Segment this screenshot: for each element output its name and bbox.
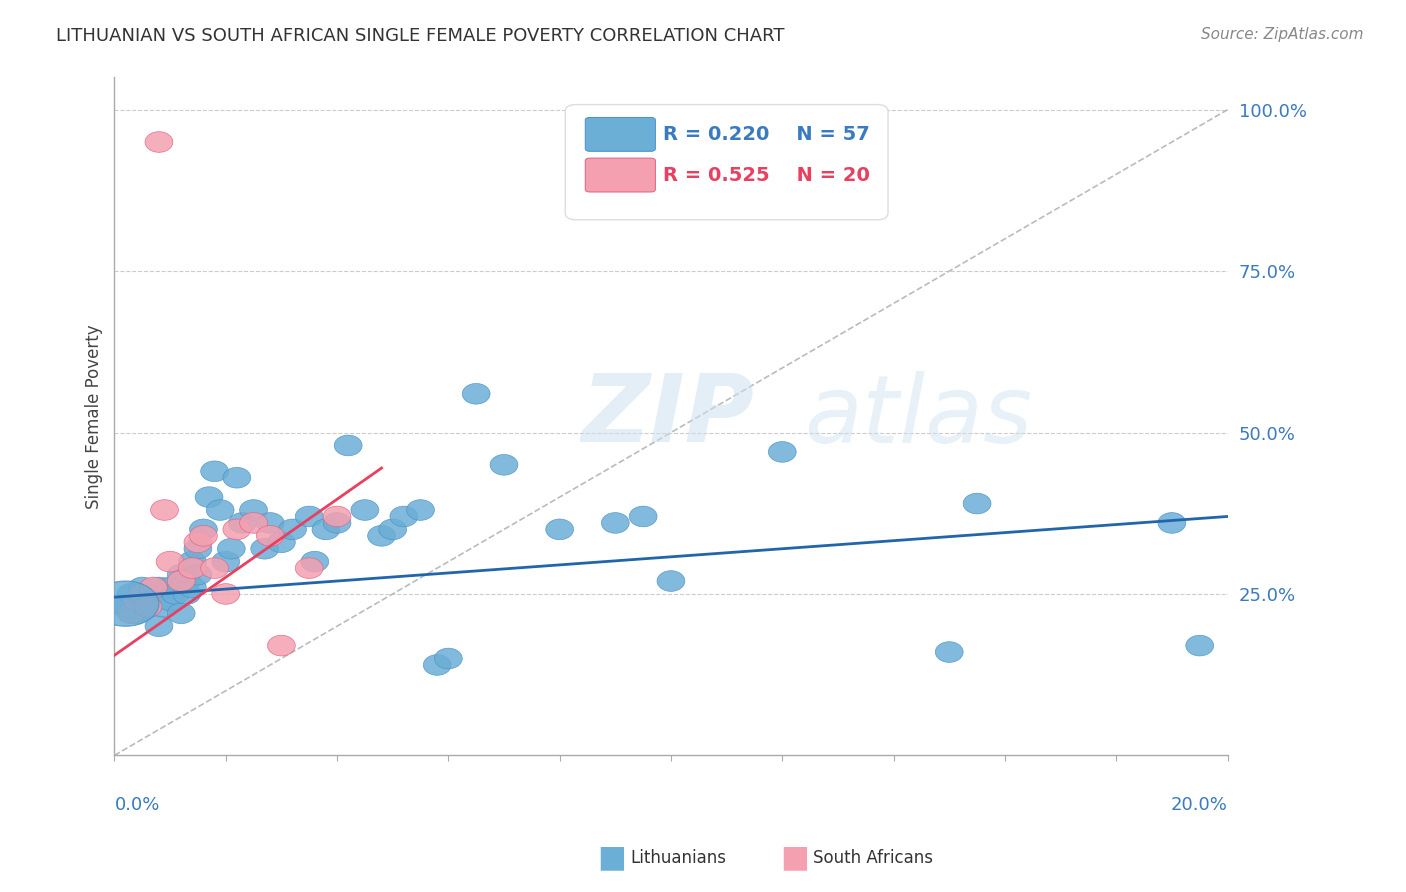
Ellipse shape bbox=[122, 591, 150, 611]
Ellipse shape bbox=[463, 384, 491, 404]
Text: ■: ■ bbox=[780, 844, 808, 872]
Text: South Africans: South Africans bbox=[813, 849, 932, 867]
Ellipse shape bbox=[212, 551, 239, 572]
FancyBboxPatch shape bbox=[585, 158, 655, 192]
Ellipse shape bbox=[179, 577, 207, 598]
Text: 20.0%: 20.0% bbox=[1171, 796, 1227, 814]
Ellipse shape bbox=[323, 506, 352, 527]
Ellipse shape bbox=[239, 513, 267, 533]
Ellipse shape bbox=[218, 539, 245, 559]
Text: atlas: atlas bbox=[804, 371, 1033, 462]
Ellipse shape bbox=[434, 648, 463, 669]
Ellipse shape bbox=[256, 513, 284, 533]
Ellipse shape bbox=[352, 500, 378, 520]
Ellipse shape bbox=[150, 500, 179, 520]
Ellipse shape bbox=[173, 571, 201, 591]
Ellipse shape bbox=[122, 603, 150, 624]
Ellipse shape bbox=[128, 591, 156, 611]
Ellipse shape bbox=[179, 551, 207, 572]
Ellipse shape bbox=[602, 513, 630, 533]
Ellipse shape bbox=[134, 597, 162, 617]
Ellipse shape bbox=[250, 539, 278, 559]
Ellipse shape bbox=[323, 513, 352, 533]
FancyBboxPatch shape bbox=[585, 118, 655, 152]
Ellipse shape bbox=[179, 558, 207, 578]
Ellipse shape bbox=[389, 506, 418, 527]
Ellipse shape bbox=[267, 635, 295, 656]
Ellipse shape bbox=[195, 487, 224, 508]
Ellipse shape bbox=[963, 493, 991, 514]
Ellipse shape bbox=[111, 597, 139, 617]
Ellipse shape bbox=[156, 551, 184, 572]
Ellipse shape bbox=[267, 532, 295, 553]
Ellipse shape bbox=[768, 442, 796, 462]
Ellipse shape bbox=[256, 525, 284, 546]
Ellipse shape bbox=[657, 571, 685, 591]
Text: LITHUANIAN VS SOUTH AFRICAN SINGLE FEMALE POVERTY CORRELATION CHART: LITHUANIAN VS SOUTH AFRICAN SINGLE FEMAL… bbox=[56, 27, 785, 45]
Ellipse shape bbox=[546, 519, 574, 540]
Ellipse shape bbox=[201, 558, 229, 578]
Ellipse shape bbox=[156, 577, 184, 598]
Ellipse shape bbox=[224, 467, 250, 488]
Ellipse shape bbox=[167, 571, 195, 591]
Ellipse shape bbox=[145, 615, 173, 637]
Ellipse shape bbox=[1159, 513, 1185, 533]
Ellipse shape bbox=[229, 513, 256, 533]
Text: ■: ■ bbox=[598, 844, 626, 872]
Ellipse shape bbox=[145, 577, 173, 598]
Ellipse shape bbox=[312, 519, 340, 540]
Ellipse shape bbox=[184, 539, 212, 559]
Ellipse shape bbox=[201, 461, 229, 482]
Text: ZIP: ZIP bbox=[582, 370, 755, 462]
Ellipse shape bbox=[150, 597, 179, 617]
Ellipse shape bbox=[134, 597, 162, 617]
Ellipse shape bbox=[184, 565, 212, 585]
Ellipse shape bbox=[491, 455, 517, 475]
Ellipse shape bbox=[224, 519, 250, 540]
Ellipse shape bbox=[184, 532, 212, 553]
Ellipse shape bbox=[139, 583, 167, 604]
Text: Lithuanians: Lithuanians bbox=[630, 849, 725, 867]
Text: R = 0.220    N = 57: R = 0.220 N = 57 bbox=[664, 125, 870, 144]
Ellipse shape bbox=[367, 525, 395, 546]
Ellipse shape bbox=[212, 583, 239, 604]
Ellipse shape bbox=[190, 519, 218, 540]
Text: 0.0%: 0.0% bbox=[114, 796, 160, 814]
Ellipse shape bbox=[128, 577, 156, 598]
Y-axis label: Single Female Poverty: Single Female Poverty bbox=[86, 324, 103, 508]
Ellipse shape bbox=[630, 506, 657, 527]
Ellipse shape bbox=[301, 551, 329, 572]
Ellipse shape bbox=[139, 577, 167, 598]
Ellipse shape bbox=[1185, 635, 1213, 656]
Ellipse shape bbox=[406, 500, 434, 520]
Ellipse shape bbox=[278, 519, 307, 540]
Ellipse shape bbox=[167, 565, 195, 585]
Ellipse shape bbox=[423, 655, 451, 675]
Ellipse shape bbox=[128, 583, 156, 604]
Ellipse shape bbox=[239, 500, 267, 520]
FancyBboxPatch shape bbox=[565, 104, 889, 219]
Ellipse shape bbox=[117, 583, 145, 604]
Ellipse shape bbox=[378, 519, 406, 540]
Ellipse shape bbox=[335, 435, 363, 456]
Ellipse shape bbox=[295, 558, 323, 578]
Ellipse shape bbox=[156, 591, 184, 611]
Ellipse shape bbox=[190, 525, 218, 546]
Ellipse shape bbox=[162, 583, 190, 604]
Ellipse shape bbox=[117, 603, 145, 624]
Text: Source: ZipAtlas.com: Source: ZipAtlas.com bbox=[1201, 27, 1364, 42]
Ellipse shape bbox=[207, 500, 233, 520]
Text: R = 0.525    N = 20: R = 0.525 N = 20 bbox=[664, 166, 870, 185]
Ellipse shape bbox=[167, 603, 195, 624]
Ellipse shape bbox=[145, 132, 173, 153]
Ellipse shape bbox=[173, 583, 201, 604]
Ellipse shape bbox=[93, 581, 159, 626]
Ellipse shape bbox=[295, 506, 323, 527]
Ellipse shape bbox=[935, 641, 963, 663]
